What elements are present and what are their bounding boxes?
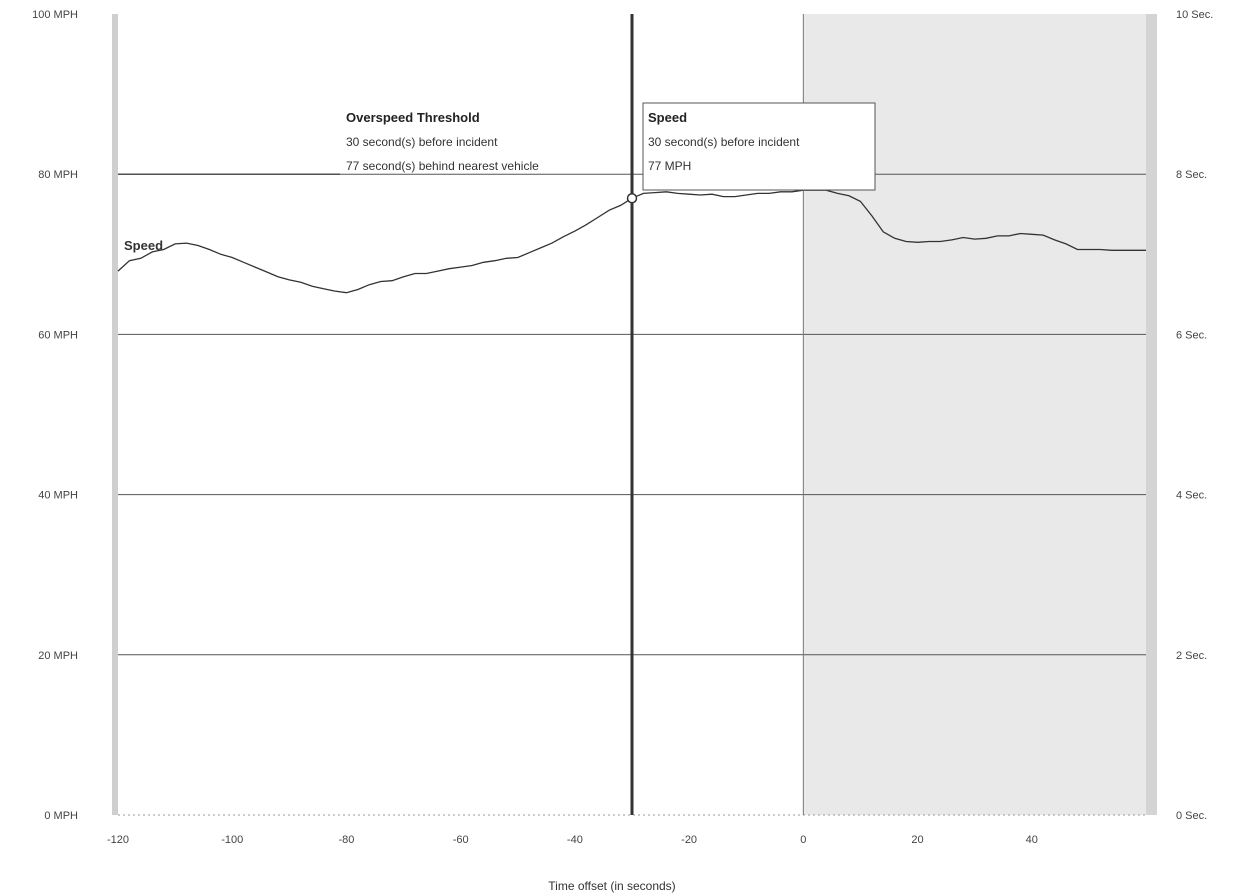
x-tick-label: 20 xyxy=(911,834,923,846)
x-tick-label: -60 xyxy=(453,834,469,846)
cursor-point-marker xyxy=(626,192,638,204)
y-axis-left: 0 MPH 20 MPH 40 MPH 60 MPH 80 MPH 100 MPH xyxy=(32,9,78,822)
y-tick-right-label: 10 Sec. xyxy=(1176,9,1213,21)
y-tick-right-label: 8 Sec. xyxy=(1176,169,1207,181)
x-tick-label: -40 xyxy=(567,834,583,846)
y-tick-left-label: 0 MPH xyxy=(44,810,78,822)
tooltip-box xyxy=(642,102,876,191)
threshold-line-1: 30 second(s) before incident xyxy=(346,135,498,149)
tooltip-title: Speed xyxy=(648,110,687,125)
series-label-speed: Speed xyxy=(124,238,163,253)
y-tick-left-label: 100 MPH xyxy=(32,9,78,21)
y-tick-left-label: 80 MPH xyxy=(38,169,78,181)
y-axis-right: 0 Sec. 2 Sec. 4 Sec. 6 Sec. 8 Sec. 10 Sec. xyxy=(1176,9,1213,822)
x-tick-label: 40 xyxy=(1026,834,1038,846)
y-tick-left-label: 20 MPH xyxy=(38,650,78,662)
threshold-annotation: Overspeed Threshold 30 second(s) before … xyxy=(346,110,539,173)
right-axis-bar xyxy=(1146,14,1157,815)
y-tick-right-label: 0 Sec. xyxy=(1176,810,1207,822)
threshold-line-2: 77 second(s) behind nearest vehicle xyxy=(346,159,539,173)
threshold-title: Overspeed Threshold xyxy=(346,110,480,125)
y-tick-right-label: 4 Sec. xyxy=(1176,490,1207,502)
tooltip-line-2: 77 MPH xyxy=(648,159,691,173)
x-tick-label: -80 xyxy=(338,834,354,846)
y-tick-left-label: 40 MPH xyxy=(38,490,78,502)
plot-background xyxy=(112,14,1157,815)
x-axis-title: Time offset (in seconds) xyxy=(548,879,675,893)
y-tick-right-label: 6 Sec. xyxy=(1176,329,1207,341)
left-axis-bar xyxy=(112,14,118,815)
x-tick-label: -20 xyxy=(681,834,697,846)
tooltip-line-1: 30 second(s) before incident xyxy=(648,135,800,149)
y-tick-right-label: 2 Sec. xyxy=(1176,650,1207,662)
speed-tooltip: Speed 30 second(s) before incident 77 MP… xyxy=(642,102,876,191)
x-axis: -120 -100 -80 -60 -40 -20 0 20 40 xyxy=(107,834,1038,846)
x-tick-label: -120 xyxy=(107,834,129,846)
x-tick-label: 0 xyxy=(800,834,806,846)
x-tick-label: -100 xyxy=(221,834,243,846)
y-tick-left-label: 60 MPH xyxy=(38,329,78,341)
